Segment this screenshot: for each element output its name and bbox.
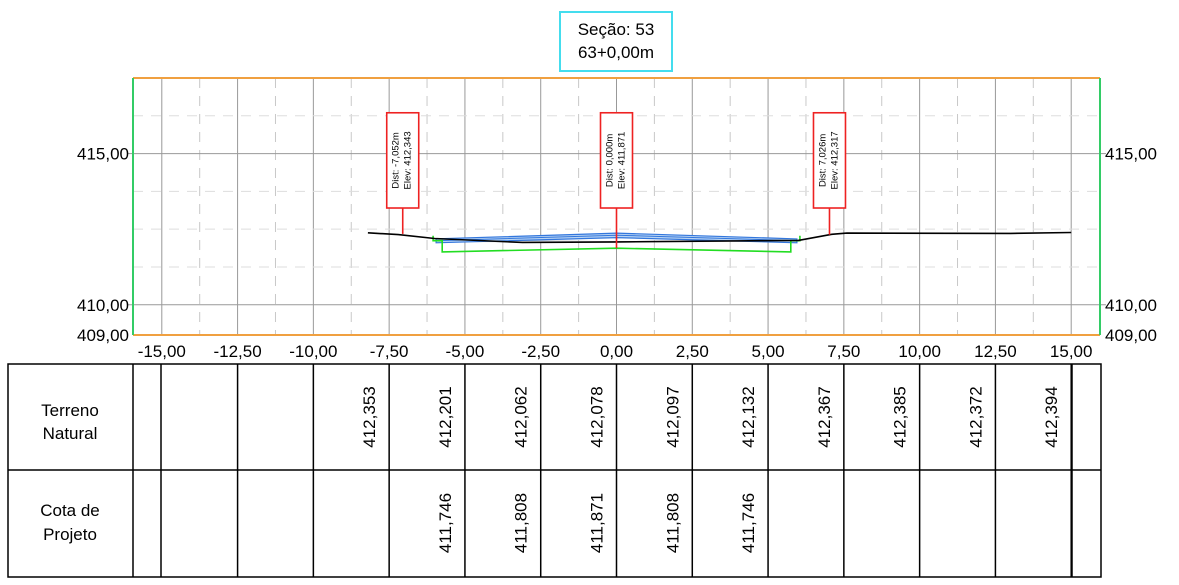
- table-cell-value: 412,097: [663, 386, 682, 447]
- table-cell-value: 412,201: [436, 386, 455, 447]
- terrain-line: [367, 231, 1072, 244]
- x-axis-label: 7,50: [827, 342, 860, 361]
- callout-dist: Dist: 7,026m: [817, 134, 828, 187]
- callout-elev: Elev: 412,343: [403, 131, 414, 189]
- table-cell-value: 411,871: [588, 493, 607, 553]
- station-label: 63+0,00m: [578, 43, 654, 62]
- x-axis-label: -10,00: [289, 342, 337, 361]
- callout-dist: Dist: 0,000m: [605, 134, 616, 187]
- callout-box: [812, 111, 847, 209]
- y-axis-label-right: 410,00: [1105, 296, 1157, 315]
- callout-box: [599, 111, 634, 209]
- plot-frame: [132, 77, 1101, 336]
- section-number: Seção: 53: [578, 20, 655, 39]
- grid-lines: [127, 78, 1106, 335]
- table-cell-value: 412,394: [1042, 386, 1061, 447]
- y-axis-label-left: 410,00: [77, 296, 129, 315]
- x-axis-label: -15,00: [138, 342, 186, 361]
- table-cell-value: 411,808: [512, 493, 531, 553]
- table-cell-value: 411,746: [739, 493, 758, 553]
- table-cell-value: 412,385: [891, 386, 910, 447]
- y-axis-label-right: 409,00: [1105, 326, 1157, 345]
- title-box: [559, 11, 673, 72]
- x-axis-label: 10,00: [898, 342, 941, 361]
- x-axis-label: 2,50: [676, 342, 709, 361]
- table-cell-value: 411,746: [436, 493, 455, 553]
- x-axis-label: -12,50: [213, 342, 261, 361]
- x-axis-label: 5,00: [752, 342, 785, 361]
- table-cell-value: 412,372: [966, 386, 985, 447]
- x-axis-label: 0,00: [600, 342, 633, 361]
- callout-elev: Elev: 411,871: [617, 132, 628, 189]
- table-cell-value: 411,808: [663, 493, 682, 553]
- elevation-callouts: Dist: -7,052m Elev: 412,343 Dist: 0,000m El…: [385, 111, 847, 249]
- x-axis-label: 12,50: [974, 342, 1017, 361]
- x-axis-label: -5,00: [446, 342, 485, 361]
- x-axis-label: 15,00: [1050, 342, 1093, 361]
- y-axis-label-right: 415,00: [1105, 145, 1157, 164]
- y-axis-label-left: 409,00: [77, 326, 129, 345]
- y-axis-label-left: 415,00: [77, 145, 129, 164]
- section-geometry: [367, 231, 1072, 253]
- x-axis-label: -7,50: [370, 342, 409, 361]
- table-cell-value: 412,367: [815, 386, 834, 447]
- row-label-terrain-2: Natural: [43, 424, 98, 443]
- row-label-design-2: Projeto: [43, 525, 97, 544]
- row-label-design-1: Cota de: [40, 501, 100, 520]
- table-cell-value: 412,062: [512, 386, 531, 447]
- x-axis-label: -2,50: [521, 342, 560, 361]
- callout-elev: Elev: 412,317: [829, 131, 840, 189]
- data-table: Terreno Natural Cota de Projeto 412,353 4…: [7, 363, 1102, 578]
- axis-labels: 415,00 415,00 410,00 410,00 409,00 409,00 -15,…: [77, 145, 1157, 361]
- table-cell-value: 412,078: [588, 386, 607, 447]
- callout-box: [385, 111, 420, 209]
- callout-dist: Dist: -7,052m: [391, 132, 402, 189]
- table-cell-value: 412,132: [739, 386, 758, 447]
- table-cell-value: 412,353: [360, 386, 379, 447]
- row-label-terrain-1: Terreno: [41, 401, 99, 420]
